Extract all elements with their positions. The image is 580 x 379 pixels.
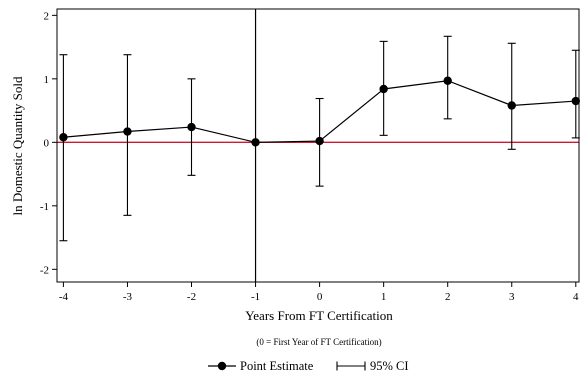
x-axis-note: (0 = First Year of FT Certification) (256, 337, 381, 347)
point-estimate--4 (59, 133, 67, 141)
x-tick-label: 3 (509, 291, 515, 303)
point-estimate-2 (443, 77, 451, 85)
x-tick-label: 2 (445, 291, 451, 303)
point-estimate--1 (251, 138, 259, 146)
y-tick-label: 0 (44, 137, 50, 149)
legend-ci-swatch (337, 362, 365, 371)
ci-bar-3 (508, 43, 516, 149)
x-tick-label: 4 (573, 291, 579, 303)
x-tick-label: -3 (123, 291, 133, 303)
axes: -2 -1 0 1 2 -4 -3 -2 -1 0 1 2 3 4 (40, 9, 579, 303)
x-tick-label: -2 (187, 291, 196, 303)
x-tick-label: 0 (317, 291, 323, 303)
point-estimate-0 (315, 137, 323, 145)
y-tick-label: 2 (44, 10, 50, 22)
point-estimate--3 (123, 127, 131, 135)
x-tick-label: -4 (59, 291, 69, 303)
point-estimate-3 (508, 101, 516, 109)
plot-frame (57, 9, 579, 282)
legend-point-estimate-swatch (208, 362, 236, 370)
plot-area (57, 9, 580, 282)
x-tick-label: 1 (381, 291, 387, 303)
legend-ci-label: 95% CI (370, 359, 409, 373)
legend-point-estimate-label: Point Estimate (240, 359, 314, 373)
point-estimate--2 (187, 123, 195, 131)
y-tick-label: 1 (44, 74, 50, 86)
x-axis-title: Years From FT Certification (245, 308, 393, 323)
point-estimate-1 (379, 85, 387, 93)
legend: Point Estimate 95% CI (208, 359, 409, 373)
y-axis-title: ln Domestic Quantity Sold (10, 76, 25, 216)
ci-bar--4 (59, 55, 67, 241)
y-tick-label: -2 (40, 264, 49, 276)
x-tick-label: -1 (251, 291, 260, 303)
y-tick-label: -1 (40, 201, 49, 213)
